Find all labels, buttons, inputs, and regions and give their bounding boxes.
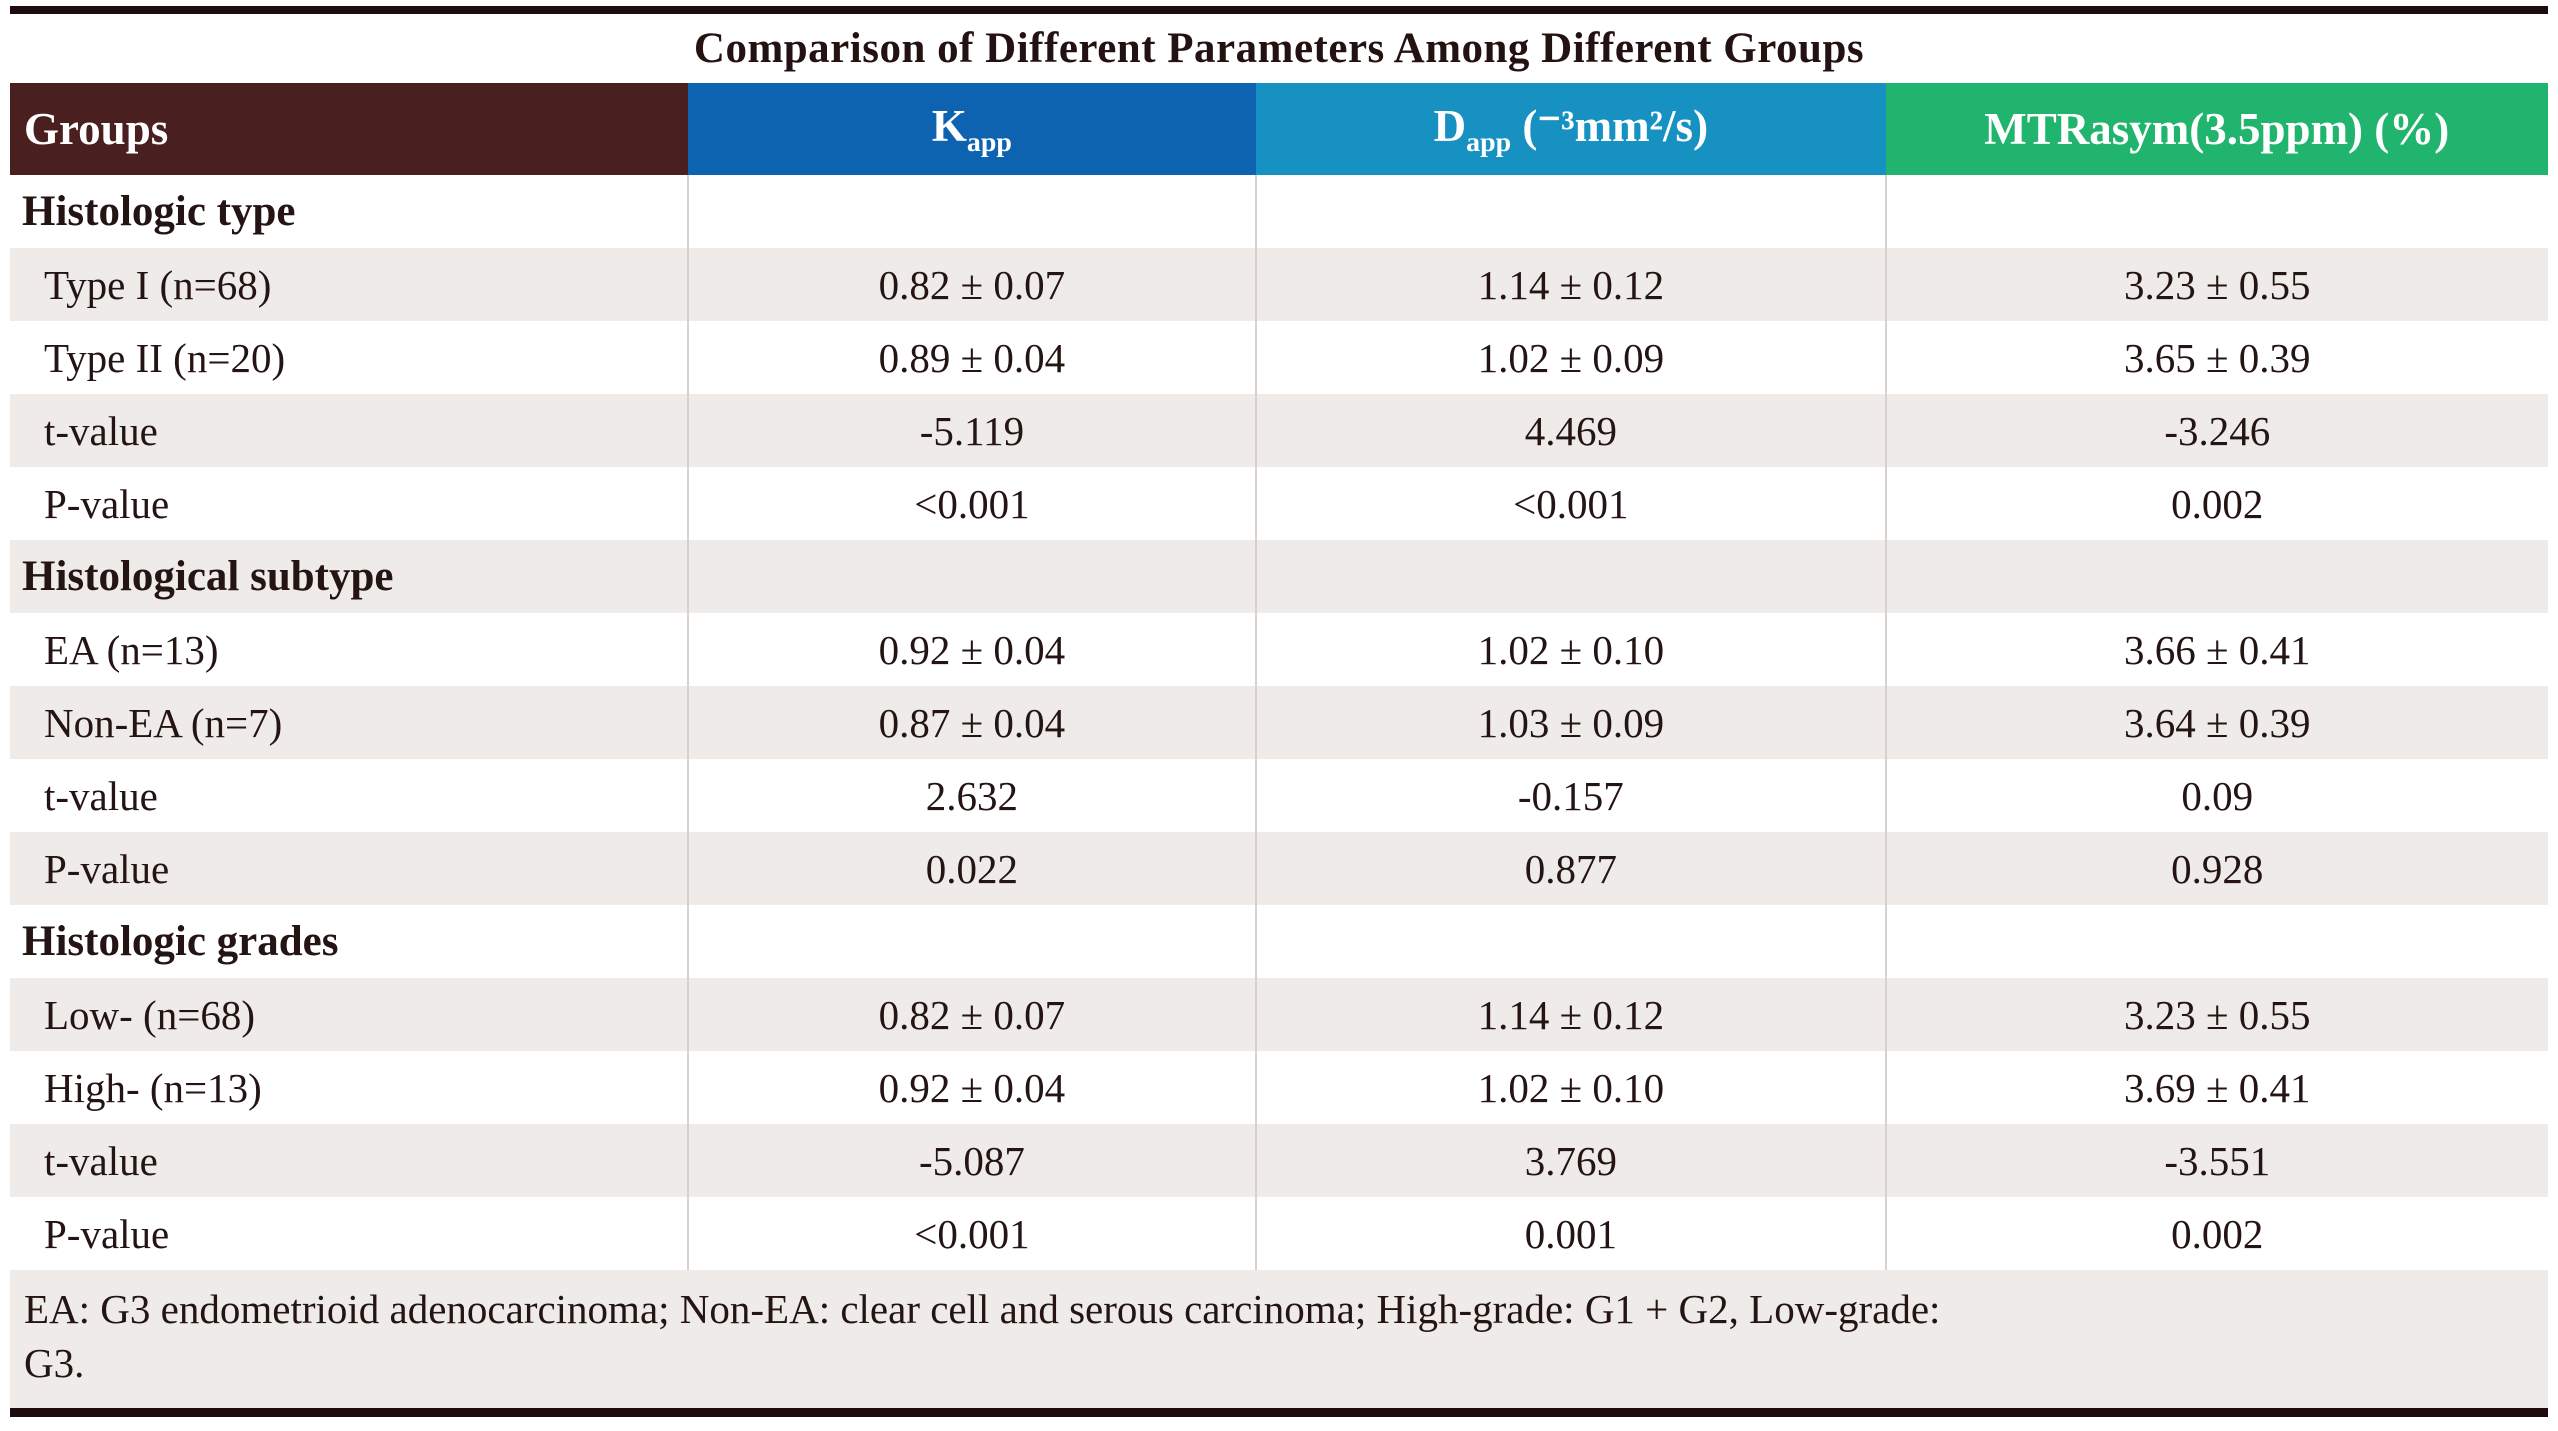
row-label: Histologic type	[22, 188, 296, 235]
column-header-kapp: Kapp	[687, 83, 1257, 175]
header-row: Groups Kapp Dapp (⁻³mm²/s) MTRasym(3.5pp…	[10, 83, 2548, 175]
value-cell: 2.632	[686, 759, 1257, 832]
column-header-kapp-base: K	[931, 100, 967, 151]
table-title: Comparison of Different Parameters Among…	[693, 25, 1865, 72]
row-label: Histological subtype	[22, 553, 394, 600]
parameters-table: Groups Kapp Dapp (⁻³mm²/s) MTRasym(3.5pp…	[10, 83, 2548, 1270]
column-header-dapp: Dapp (⁻³mm²/s)	[1256, 83, 1886, 175]
value-cell: 0.002	[1884, 1197, 2548, 1270]
value-cell: 0.82 ± 0.07	[686, 978, 1257, 1051]
column-header-groups: Groups	[10, 83, 688, 175]
value-cell: 0.92 ± 0.04	[686, 613, 1257, 686]
table-header: Groups Kapp Dapp (⁻³mm²/s) MTRasym(3.5pp…	[10, 83, 2548, 175]
row-label: P-value	[44, 1210, 170, 1257]
value-cell	[686, 540, 1257, 613]
value-cell: 3.64 ± 0.39	[1884, 686, 2548, 759]
table-row: Type II (n=20) 0.89 ± 0.04 1.02 ± 0.09 3.65…	[10, 321, 2548, 394]
value-cell	[1884, 175, 2548, 248]
table-row: P-value 0.022 0.877 0.928	[10, 832, 2548, 905]
section-row: Histologic type	[10, 175, 2548, 248]
value-cell: 0.92 ± 0.04	[686, 1051, 1257, 1124]
value-cell: -3.246	[1884, 394, 2548, 467]
value-cell: 1.02 ± 0.09	[1255, 321, 1886, 394]
column-header-mtrasym: MTRasym(3.5ppm) (%)	[1885, 83, 2548, 175]
value-cell: 0.022	[686, 832, 1257, 905]
value-cell: 0.002	[1884, 467, 2548, 540]
value-cell: 0.89 ± 0.04	[686, 321, 1257, 394]
value-cell	[686, 175, 1257, 248]
table-row: High- (n=13) 0.92 ± 0.04 1.02 ± 0.10 3.69 ±…	[10, 1051, 2548, 1124]
value-cell: 0.82 ± 0.07	[686, 248, 1257, 321]
row-label: P-value	[44, 480, 170, 527]
row-label: High- (n=13)	[44, 1064, 262, 1111]
value-cell: 0.87 ± 0.04	[686, 686, 1257, 759]
value-cell: 3.23 ± 0.55	[1884, 978, 2548, 1051]
table-body: Histologic type Type I (n=68) 0.82 ± 0.07 1…	[10, 175, 2548, 1270]
footnote-text: EA: G3 endometrioid adenocarcinoma; Non-…	[24, 1286, 1941, 1387]
column-header-mtrasym-label: MTRasym(3.5ppm) (%)	[1984, 104, 2450, 154]
value-cell: -5.087	[686, 1124, 1257, 1197]
value-cell: 3.769	[1255, 1124, 1886, 1197]
value-cell: 3.65 ± 0.39	[1884, 321, 2548, 394]
value-cell: <0.001	[686, 467, 1257, 540]
value-cell: <0.001	[1255, 467, 1886, 540]
value-cell: 1.02 ± 0.10	[1255, 1051, 1886, 1124]
top-border-rule	[10, 6, 2548, 14]
value-cell: 0.877	[1255, 832, 1886, 905]
value-cell: -5.119	[686, 394, 1257, 467]
value-cell	[1255, 540, 1886, 613]
value-cell	[1884, 540, 2548, 613]
value-cell: -3.551	[1884, 1124, 2548, 1197]
column-header-dapp-subscript: app	[1466, 126, 1512, 158]
value-cell	[686, 905, 1257, 978]
table-row: EA (n=13) 0.92 ± 0.04 1.02 ± 0.10 3.66 ± 0.…	[10, 613, 2548, 686]
table-row: t-value -5.119 4.469 -3.246	[10, 394, 2548, 467]
value-cell	[1884, 905, 2548, 978]
section-row: Histological subtype	[10, 540, 2548, 613]
table-row: Low- (n=68) 0.82 ± 0.07 1.14 ± 0.12 3.23 ± …	[10, 978, 2548, 1051]
bottom-border-rule	[10, 1408, 2548, 1418]
value-cell: 3.69 ± 0.41	[1884, 1051, 2548, 1124]
row-label: Type I (n=68)	[44, 261, 272, 308]
column-header-groups-label: Groups	[24, 104, 169, 154]
column-header-kapp-subscript: app	[966, 126, 1012, 158]
value-cell: 1.14 ± 0.12	[1255, 248, 1886, 321]
table-row: t-value -5.087 3.769 -3.551	[10, 1124, 2548, 1197]
row-label: Non-EA (n=7)	[44, 699, 283, 746]
table-row: Type I (n=68) 0.82 ± 0.07 1.14 ± 0.12 3.23 …	[10, 248, 2548, 321]
row-label: P-value	[44, 845, 170, 892]
section-row: Histologic grades	[10, 905, 2548, 978]
row-label: EA (n=13)	[44, 626, 219, 673]
column-header-dapp-unit: (⁻³mm²/s)	[1511, 101, 1709, 152]
value-cell: <0.001	[686, 1197, 1257, 1270]
value-cell	[1255, 905, 1886, 978]
value-cell: 1.02 ± 0.10	[1255, 613, 1886, 686]
value-cell: 1.03 ± 0.09	[1255, 686, 1886, 759]
table-row: Non-EA (n=7) 0.87 ± 0.04 1.03 ± 0.09 3.64 ±…	[10, 686, 2548, 759]
row-label: Type II (n=20)	[44, 334, 286, 381]
table-row: P-value <0.001 <0.001 0.002	[10, 467, 2548, 540]
footnote-band: EA: G3 endometrioid adenocarcinoma; Non-…	[10, 1270, 2548, 1409]
column-header-dapp-base: D	[1433, 101, 1467, 152]
value-cell: 0.001	[1255, 1197, 1886, 1270]
value-cell: 4.469	[1255, 394, 1886, 467]
row-label: t-value	[44, 772, 158, 819]
value-cell: -0.157	[1255, 759, 1886, 832]
value-cell: 0.09	[1884, 759, 2548, 832]
value-cell: 3.23 ± 0.55	[1884, 248, 2548, 321]
table-row: t-value 2.632 -0.157 0.09	[10, 759, 2548, 832]
row-label: t-value	[44, 1137, 158, 1184]
value-cell: 0.928	[1884, 832, 2548, 905]
table-title-band: Comparison of Different Parameters Among…	[10, 14, 2548, 83]
row-label: Low- (n=68)	[44, 991, 255, 1038]
value-cell	[1255, 175, 1886, 248]
value-cell: 1.14 ± 0.12	[1255, 978, 1886, 1051]
value-cell: 3.66 ± 0.41	[1884, 613, 2548, 686]
row-label: Histologic grades	[22, 918, 339, 965]
row-label: t-value	[44, 407, 158, 454]
table-row: P-value <0.001 0.001 0.002	[10, 1197, 2548, 1270]
